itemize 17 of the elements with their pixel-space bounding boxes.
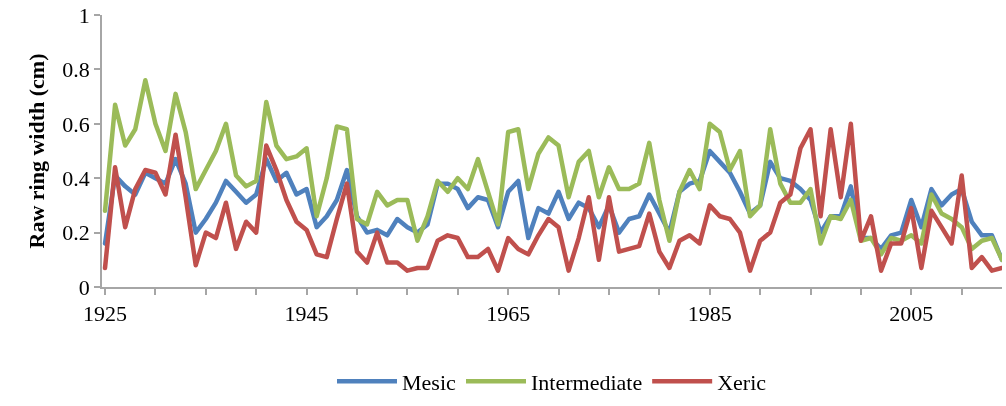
y-tick-label: 0.2: [62, 220, 90, 246]
legend-label: Mesic: [402, 369, 456, 395]
legend-label: Xeric: [717, 369, 767, 395]
y-tick-label: 0.6: [62, 111, 90, 137]
x-tick-label: 2005: [889, 301, 934, 327]
y-tick-label: 0.4: [62, 165, 90, 191]
x-tick-label: 1945: [284, 301, 329, 327]
x-tick-label: 1985: [687, 301, 732, 327]
y-tick-label: 0: [78, 274, 90, 300]
y-tick-label: 0.8: [62, 57, 90, 83]
legend-label: Intermediate: [531, 369, 643, 395]
x-tick-label: 1925: [83, 301, 128, 327]
line-series: [102, 121, 1002, 273]
x-tick-label: 1965: [486, 301, 531, 327]
y-axis-title: Raw ring width (cm): [23, 53, 49, 249]
y-tick-label: 1: [78, 2, 90, 28]
line-series: [102, 78, 1002, 263]
